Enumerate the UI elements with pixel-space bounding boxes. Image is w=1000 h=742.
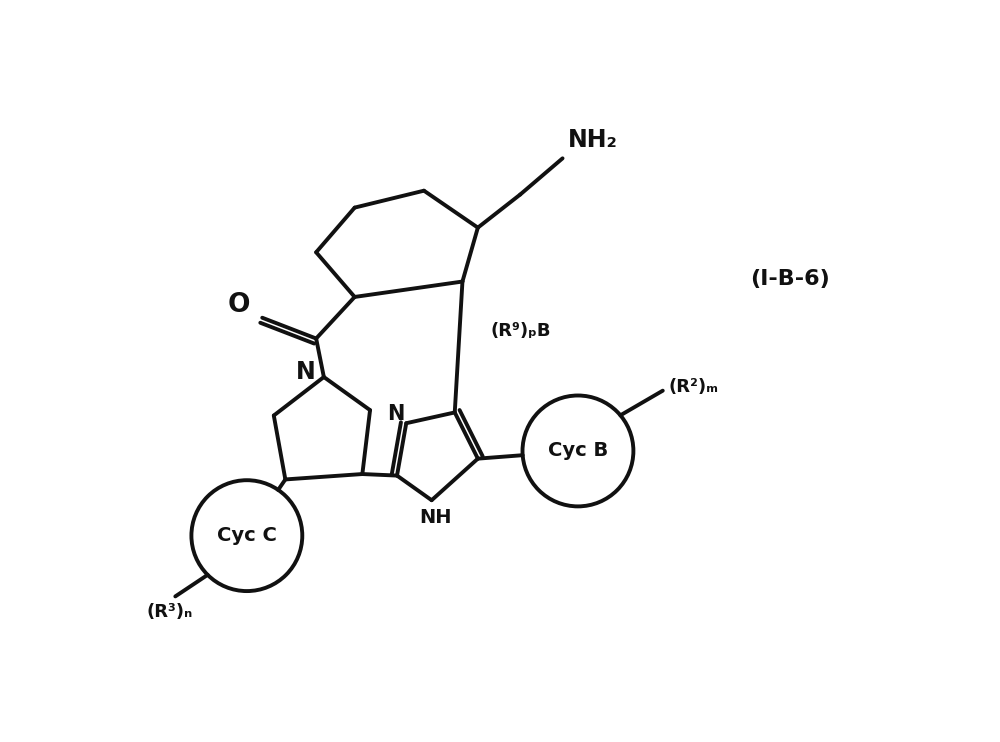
Text: NH: NH: [419, 508, 452, 527]
Text: Cyc C: Cyc C: [217, 526, 277, 545]
Text: NH₂: NH₂: [568, 128, 618, 152]
Text: N: N: [388, 404, 405, 424]
Text: (R²)ₘ: (R²)ₘ: [668, 378, 718, 395]
Text: (R³)ₙ: (R³)ₙ: [146, 603, 192, 621]
Text: N: N: [296, 360, 316, 384]
Text: (I-B-6): (I-B-6): [750, 269, 830, 289]
Text: (R⁹)ₚB: (R⁹)ₚB: [491, 322, 551, 340]
Text: Cyc B: Cyc B: [548, 441, 608, 461]
Circle shape: [191, 480, 302, 591]
Text: O: O: [228, 292, 250, 318]
Circle shape: [523, 395, 633, 506]
